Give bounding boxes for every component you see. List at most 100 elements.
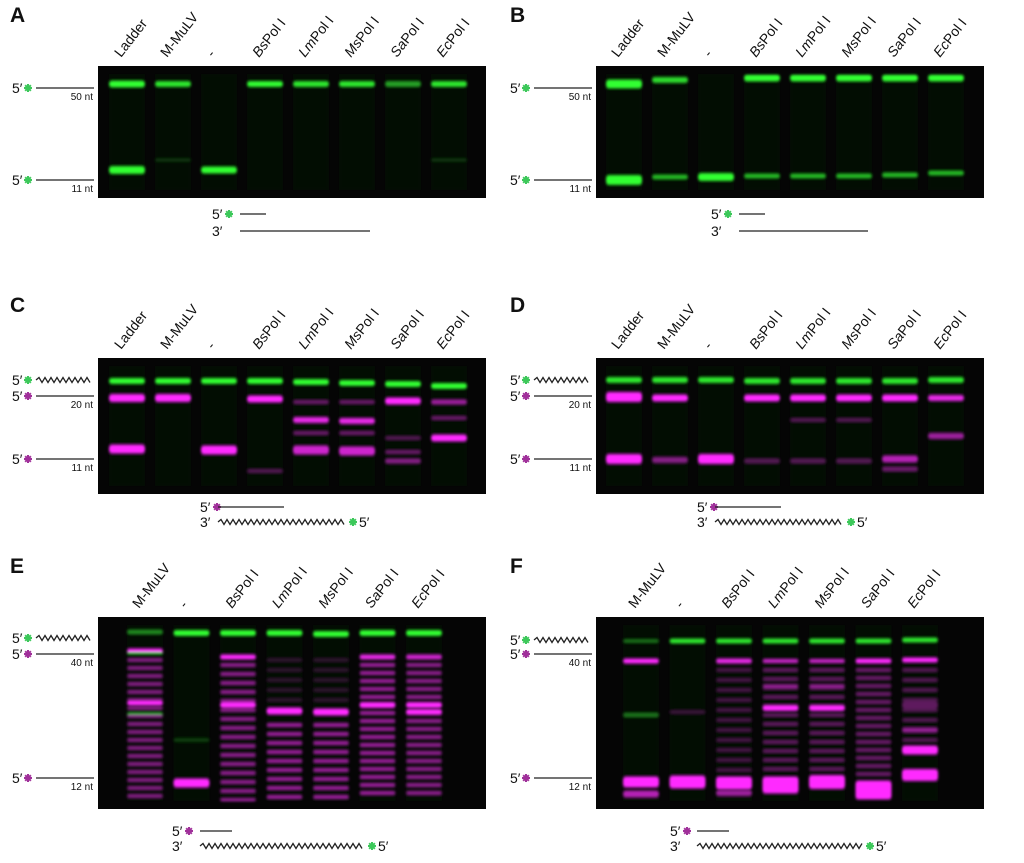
gel-band	[109, 445, 145, 453]
gel-band	[855, 716, 892, 720]
gel-band	[266, 668, 303, 672]
gel-band	[127, 722, 163, 726]
lane-label: MsPol I	[838, 305, 879, 352]
lane-smear	[790, 366, 826, 486]
gel-band	[339, 380, 375, 386]
gel-band	[201, 378, 237, 384]
gel-band	[406, 687, 442, 691]
lane-smear	[606, 74, 642, 190]
gel-band	[716, 688, 752, 692]
gel-band	[669, 639, 706, 643]
gel-band	[855, 692, 892, 696]
lane-smear	[762, 625, 799, 801]
gel-band	[220, 744, 256, 748]
lane-label: Ladder	[111, 15, 151, 59]
lane-label: SaPol I	[387, 306, 427, 351]
gel-band	[385, 450, 421, 454]
gel-band	[359, 679, 396, 683]
star-ray	[522, 84, 530, 92]
star-icon	[522, 636, 530, 644]
marker-prime: 5′	[510, 632, 521, 648]
star-ray	[24, 84, 32, 92]
gel-band	[339, 81, 375, 87]
substrate-top-prime: 5′	[212, 206, 223, 222]
star-icon	[368, 842, 376, 850]
gel-band	[293, 400, 329, 404]
gel-band	[266, 723, 303, 727]
star-ray	[522, 176, 530, 184]
gel-band	[406, 759, 442, 763]
star-ray	[24, 176, 32, 184]
gel-band	[623, 659, 659, 663]
marker-prime: 5′	[510, 451, 521, 467]
gel-band	[902, 738, 938, 742]
gel-band	[855, 781, 892, 799]
lane-label: MsPol I	[341, 305, 382, 352]
gel-band	[406, 703, 442, 707]
star-icon	[24, 84, 32, 92]
gel-band	[716, 698, 752, 702]
gel-band	[359, 759, 396, 763]
substrate-end-prime: 5′	[857, 514, 868, 530]
marker-prime: 5′	[12, 388, 23, 404]
gel-band	[855, 700, 892, 704]
gel-band	[744, 378, 780, 384]
star-icon	[24, 376, 32, 384]
star-icon	[847, 518, 855, 526]
gel-band	[201, 446, 237, 454]
lane-smear	[836, 366, 872, 486]
lane-smear	[201, 366, 237, 486]
zigzag-line	[35, 376, 91, 384]
gel-band	[762, 659, 799, 663]
marker-size: 50 nt	[569, 92, 591, 103]
gel-band	[127, 658, 163, 662]
gel-band	[716, 718, 752, 722]
gel-band	[127, 682, 163, 686]
gel-band	[652, 377, 688, 383]
star-ray	[24, 774, 32, 782]
star-icon	[522, 650, 530, 658]
lane-label: MsPol I	[811, 564, 852, 611]
gel-band	[809, 749, 845, 753]
lane-smear	[606, 366, 642, 486]
gel-band	[109, 378, 145, 384]
template-strand	[696, 842, 863, 850]
gel-band	[127, 746, 163, 750]
gel-band	[406, 791, 442, 795]
gel-band	[855, 676, 892, 680]
gel-band	[109, 394, 145, 402]
gel-band	[623, 713, 659, 717]
star-ray	[522, 774, 530, 782]
lane-label: SaPol I	[387, 14, 427, 59]
lane-label: -	[700, 46, 716, 60]
gel-band	[385, 398, 421, 404]
gel-band	[855, 668, 892, 672]
gel-bands	[623, 625, 938, 801]
gel-band	[339, 418, 375, 424]
gel-band	[127, 714, 163, 718]
lane-label: MsPol I	[341, 13, 382, 60]
gel-band	[293, 446, 329, 454]
gel-band	[809, 686, 845, 690]
substrate-end-prime: 5′	[359, 514, 370, 530]
star-ray	[24, 392, 32, 400]
marker-prime: 5′	[510, 770, 521, 786]
gel-band	[606, 377, 642, 383]
gel-band	[155, 378, 191, 384]
gel-band	[809, 704, 845, 708]
lane-smear	[155, 366, 191, 486]
lane-smear	[652, 366, 688, 486]
gel-band	[313, 668, 349, 672]
gel-band	[902, 708, 938, 712]
gel-band	[882, 456, 918, 462]
gel-band	[247, 469, 283, 473]
gel-band	[855, 684, 892, 688]
lane-smear	[882, 366, 918, 486]
star-icon	[349, 518, 357, 526]
gel-band	[127, 701, 163, 705]
gel-band	[313, 678, 349, 682]
lane-smear	[698, 74, 734, 190]
gel-band	[155, 158, 191, 162]
star-ray	[213, 503, 221, 511]
gel-band	[652, 457, 688, 463]
